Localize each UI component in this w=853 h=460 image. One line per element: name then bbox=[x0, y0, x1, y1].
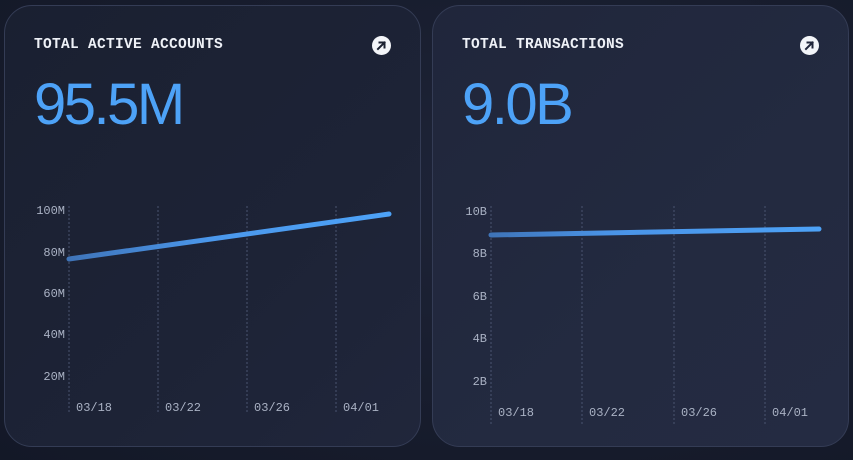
x-tick: 03/26 bbox=[254, 401, 291, 415]
x-tick: 03/18 bbox=[76, 401, 113, 415]
data-line bbox=[488, 226, 822, 238]
arrow-up-right-icon bbox=[804, 41, 814, 51]
metric-value: 95.5M bbox=[34, 72, 185, 137]
x-tick: 03/22 bbox=[589, 406, 626, 420]
line-chart: 100M 80M 60M 40M 20M 03/18 03/22 03/26 0… bbox=[5, 6, 420, 446]
y-tick: 4B bbox=[472, 332, 487, 346]
y-tick: 60M bbox=[43, 287, 65, 301]
y-tick: 40M bbox=[43, 328, 65, 342]
open-details-button[interactable] bbox=[800, 36, 819, 55]
x-tick: 04/01 bbox=[343, 401, 380, 415]
open-details-button[interactable] bbox=[372, 36, 391, 55]
y-tick: 100M bbox=[36, 204, 65, 218]
x-tick: 03/26 bbox=[681, 406, 718, 420]
x-tick: 04/01 bbox=[772, 406, 809, 420]
y-tick: 2B bbox=[472, 375, 487, 389]
chart-plot bbox=[66, 206, 392, 414]
y-tick: 6B bbox=[472, 290, 487, 304]
metric-value: 9.0B bbox=[462, 72, 574, 137]
x-tick: 03/22 bbox=[165, 401, 202, 415]
card-title: TOTAL TRANSACTIONS bbox=[462, 37, 625, 53]
chart-plot bbox=[488, 206, 822, 424]
arrow-up-right-icon bbox=[376, 41, 386, 51]
gridlines bbox=[68, 206, 337, 414]
y-tick: 8B bbox=[472, 247, 487, 261]
x-tick: 03/18 bbox=[498, 406, 535, 420]
y-tick: 10B bbox=[465, 205, 487, 219]
y-tick: 20M bbox=[43, 370, 65, 384]
y-tick: 80M bbox=[43, 246, 65, 260]
card-total-active-accounts: TOTAL ACTIVE ACCOUNTS 95.5M 100M bbox=[4, 5, 421, 447]
card-total-transactions: TOTAL TRANSACTIONS 9.0B 10B 8B bbox=[432, 5, 849, 447]
gridlines bbox=[490, 206, 766, 424]
line-chart: 10B 8B 6B 4B 2B 03/18 03/22 03/26 04/01 bbox=[433, 6, 848, 446]
data-line bbox=[66, 211, 392, 262]
card-title: TOTAL ACTIVE ACCOUNTS bbox=[34, 37, 224, 53]
